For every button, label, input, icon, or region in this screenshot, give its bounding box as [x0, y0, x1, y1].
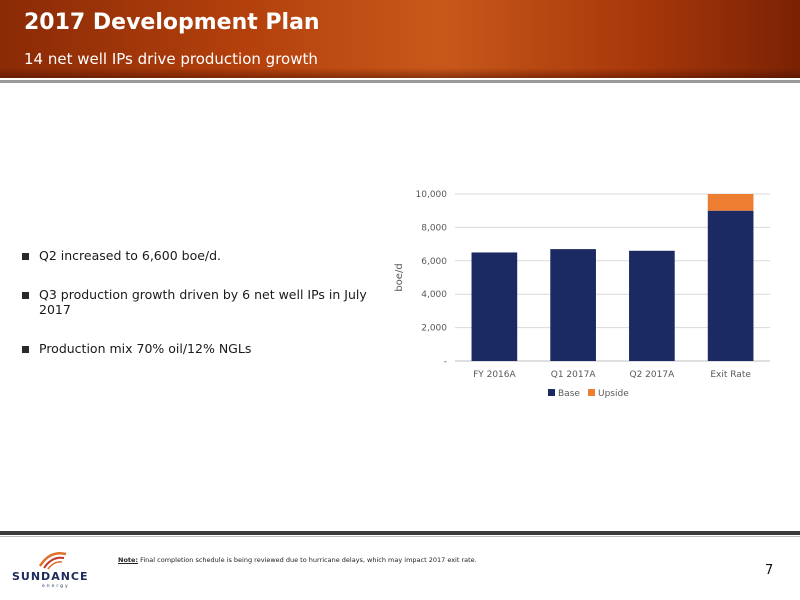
x-tick-label: Q2 2017A — [630, 370, 676, 380]
legend-swatch — [588, 389, 595, 396]
bullet-list: Q2 increased to 6,600 boe/d. Q3 producti… — [22, 248, 392, 380]
chart-svg: - 2,000 4,000 6,000 8,000 10,000 boe/d FY 2016A… — [394, 190, 770, 399]
y-tick-label: - — [444, 357, 447, 367]
x-tick-label: Q1 2017A — [551, 370, 597, 380]
y-tick-label: 2,000 — [421, 324, 447, 334]
y-tick-label: 4,000 — [421, 290, 447, 300]
page-number: 7 — [765, 563, 774, 578]
bullet-square-icon — [22, 253, 29, 260]
x-tick-label: Exit Rate — [710, 370, 751, 380]
footer-divider-thin — [0, 536, 800, 537]
page-subtitle: 14 net well IPs drive production growth — [24, 50, 318, 68]
bullet-square-icon — [22, 346, 29, 353]
y-tick-label: 6,000 — [421, 257, 447, 267]
footer-divider — [0, 531, 800, 535]
y-tick-label: 8,000 — [421, 223, 447, 233]
bar-upside — [707, 194, 754, 211]
bar-base — [550, 249, 596, 361]
logo-subtext: energy — [42, 584, 70, 589]
legend-label: Base — [558, 389, 580, 399]
bullet-item: Q2 increased to 6,600 boe/d. — [22, 248, 392, 263]
bullet-text: Q3 production growth driven by 6 net wel… — [39, 287, 367, 317]
bullet-square-icon — [22, 292, 29, 299]
page-title: 2017 Development Plan — [24, 10, 320, 35]
sun-logo-icon — [38, 552, 67, 570]
production-chart: - 2,000 4,000 6,000 8,000 10,000 boe/d FY 2016A… — [380, 180, 780, 410]
bullet-text: Production mix 70% oil/12% NGLs — [39, 341, 252, 356]
footnote: Note: Final completion schedule is being… — [118, 556, 477, 564]
legend-label: Upside — [598, 389, 629, 399]
bar-base — [629, 250, 675, 361]
y-axis-label: boe/d — [394, 263, 405, 291]
y-tick-label: 10,000 — [416, 190, 448, 200]
bullet-item: Production mix 70% oil/12% NGLs — [22, 341, 392, 356]
header-divider — [0, 80, 800, 83]
legend-swatch — [548, 389, 555, 396]
logo-wordmark: SUNDANCE — [12, 570, 89, 583]
bar-base — [707, 210, 754, 361]
company-logo: SUNDANCE energy — [12, 548, 92, 594]
header-banner: 2017 Development Plan 14 net well IPs dr… — [0, 0, 800, 78]
bullet-text: Q2 increased to 6,600 boe/d. — [39, 248, 222, 263]
bullet-item: Q3 production growth driven by 6 net wel… — [22, 287, 392, 317]
footnote-label: Note: — [118, 556, 139, 564]
footnote-text: Final completion schedule is being revie… — [138, 556, 477, 564]
bar-base — [471, 252, 518, 361]
x-tick-label: FY 2016A — [473, 370, 516, 380]
